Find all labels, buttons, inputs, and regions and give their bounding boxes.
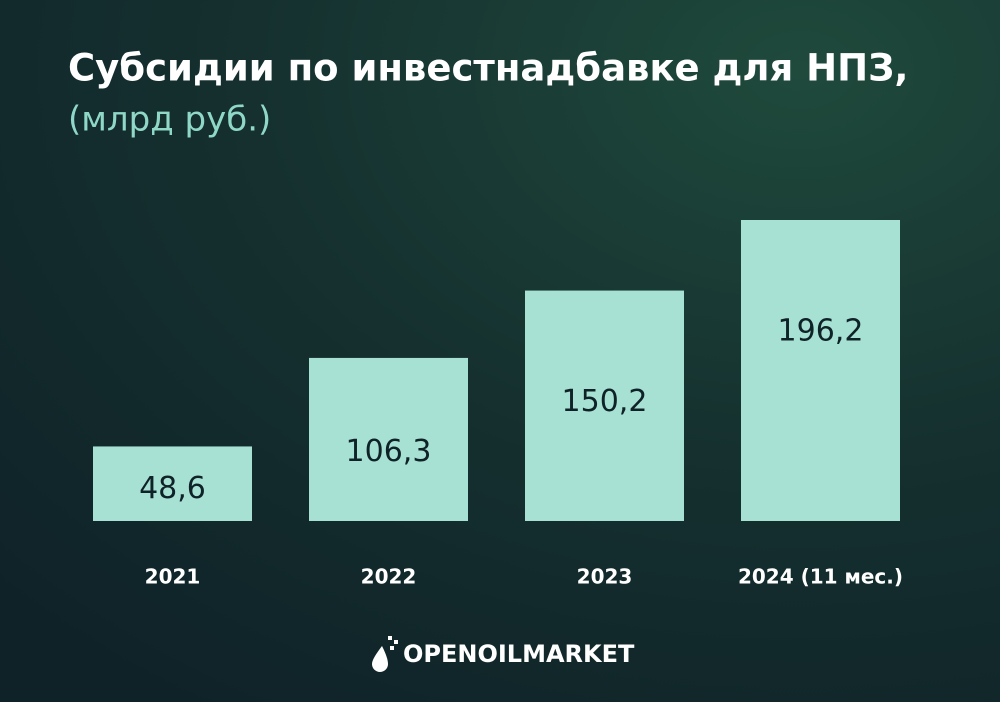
logo-icon <box>394 640 398 644</box>
data-label: 106,3 <box>346 434 432 469</box>
x-tick-label: 2021 <box>145 565 201 589</box>
bar <box>525 290 684 521</box>
chart-title: Субсидии по инвестнадбавке для НПЗ, <box>68 47 908 90</box>
x-tick-label: 2023 <box>577 565 633 589</box>
bar <box>93 446 252 521</box>
chart-subtitle: (млрд руб.) <box>68 100 271 140</box>
logo: OPENOILMARKET <box>372 636 635 672</box>
x-tick-label: 2024 (11 мес.) <box>738 565 903 589</box>
bar <box>309 357 468 521</box>
logo-icon <box>388 636 392 640</box>
logo-icon <box>390 646 394 650</box>
x-tick-label: 2022 <box>361 565 417 589</box>
data-label: 196,2 <box>778 314 864 349</box>
data-label: 48,6 <box>139 471 206 506</box>
logo-text: OPENOILMARKET <box>403 640 635 668</box>
logo-icon <box>372 646 388 672</box>
data-label: 150,2 <box>562 384 648 419</box>
bar <box>741 220 900 521</box>
